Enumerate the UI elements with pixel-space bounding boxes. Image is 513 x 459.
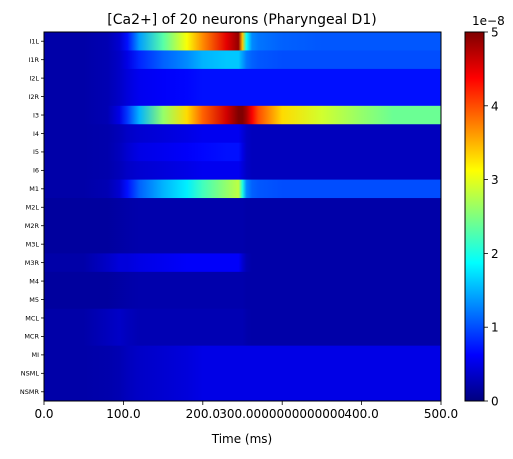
y-tick-label: M4 [29,277,39,285]
heatmap-row-i1r [44,50,441,70]
x-tick-label: 500.0 [424,407,458,421]
colorbar-tick-label: 3 [491,173,499,187]
y-axis-ticks: I1L I1R I2L I2R I3 I4 I5 I6 M1 M2L M2R M3L M3R M4 M5 MC… [20,38,44,396]
heatmap-row-i6 [44,161,441,181]
y-tick-label: NSML [21,370,40,378]
colorbar-tick-label: 0 [491,395,499,409]
heatmap-row-nsmr [44,382,441,402]
y-tick-label: I2L [29,74,39,82]
y-tick-label: M3L [26,240,40,248]
y-tick-label: I1L [29,38,39,46]
x-tick-label: 0.0 [34,407,53,421]
heatmap-row-i3 [44,105,441,125]
heatmap-cells [44,32,441,402]
y-tick-label: MCR [24,333,39,341]
y-tick-label: M2L [26,204,40,212]
colorbar-ticks: 0 1 2 3 4 5 [484,26,499,409]
heatmap-row-i2r [44,87,441,107]
heatmap-row-mi [44,345,441,365]
x-axis-label: Time (ms) [211,432,273,446]
heatmap-row-m3l [44,234,441,254]
y-tick-label: MI [31,351,39,359]
y-tick-label: I3 [33,111,39,119]
heatmap-row-m5 [44,290,441,310]
heatmap-row-m4 [44,271,441,291]
x-tick-label: 300.0000000000000 [219,407,345,421]
y-tick-label: I4 [33,130,39,138]
y-tick-label: M1 [29,185,39,193]
colorbar-tick-label: 4 [491,99,499,113]
colorbar [464,31,485,402]
heatmap-row-m2r [44,216,441,236]
x-tick-label: 400.0 [344,407,378,421]
colorbar-tick-label: 5 [491,26,499,40]
x-tick-label: 100.0 [106,407,140,421]
heatmap-row-nsml [44,364,441,384]
x-tick-label: 200.0 [186,407,220,421]
heatmap-row-mcr [44,327,441,347]
colorbar-tick-label: 1 [491,321,499,335]
heatmap-row-m1 [44,179,441,199]
heatmap-row-i1l [44,32,441,51]
heatmap-row-mcl [44,308,441,328]
y-tick-label: I6 [33,167,39,175]
y-tick-label: M2R [25,222,40,230]
heatmap-row-m2l [44,198,441,217]
y-tick-label: I5 [33,148,39,156]
plot-frame [43,31,442,402]
heatmap-row-i4 [44,124,441,144]
colorbar-tick-label: 2 [491,247,499,261]
chart-title: [Ca2+] of 20 neurons (Pharyngeal D1) [107,12,376,28]
heatmap-row-i5 [44,142,441,162]
colorbar-offset-label: 1e−8 [472,14,505,28]
heatmap-row-m3r [44,253,441,273]
y-tick-label: MCL [25,314,39,322]
y-tick-label: I2R [28,93,39,101]
y-tick-label: NSMR [20,388,40,396]
y-tick-label: I1R [28,56,39,64]
y-tick-label: M5 [29,296,39,304]
y-tick-label: M3R [25,259,40,267]
heatmap-row-i2l [44,68,441,88]
x-axis-ticks: 0.0 100.0 200.0 300.0000000000000 400.0 500.0 [34,401,458,421]
